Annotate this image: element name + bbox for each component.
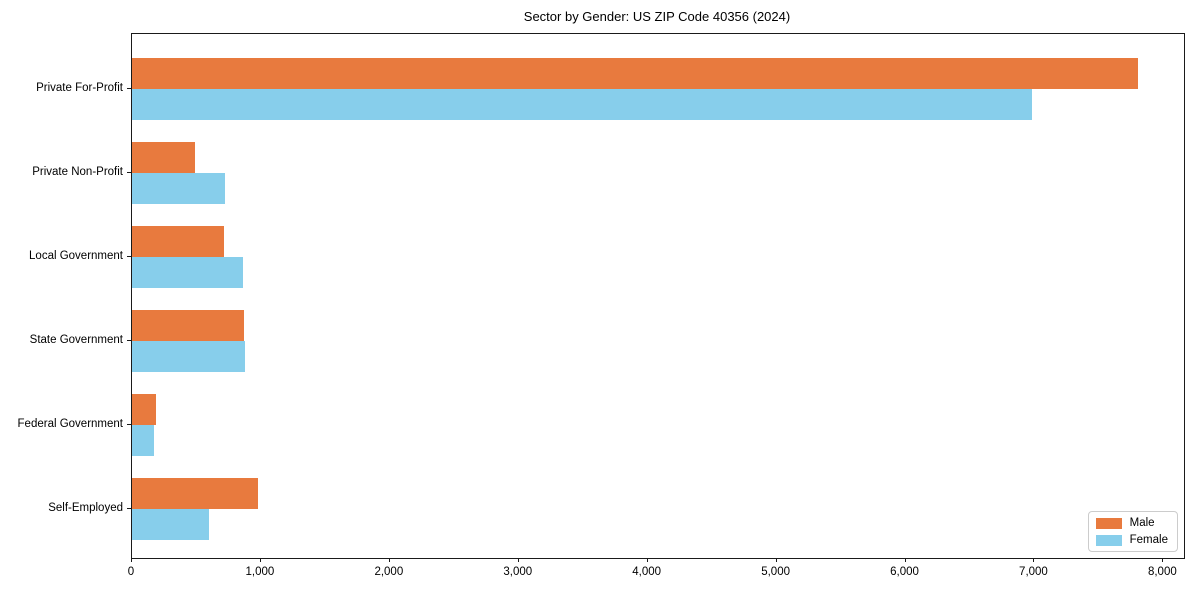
x-tick-3000 bbox=[517, 558, 519, 562]
x-tick-8000 bbox=[1162, 558, 1164, 562]
y-tick-label-federal-government: Federal Government bbox=[17, 418, 123, 430]
y-tick-label-private-non-profit: Private Non-Profit bbox=[32, 166, 123, 178]
legend-label-female: Female bbox=[1129, 534, 1168, 546]
bar-male-state-government bbox=[132, 310, 245, 341]
legend-entry-male: Male bbox=[1095, 517, 1168, 529]
y-tick-label-state-government: State Government bbox=[29, 334, 123, 346]
x-tick-label-8000: 8,000 bbox=[1147, 566, 1177, 578]
bar-male-self-employed bbox=[132, 478, 259, 509]
plot-area: Male Female bbox=[131, 33, 1185, 559]
x-tick-label-3000: 3,000 bbox=[503, 566, 533, 578]
female-swatch bbox=[1095, 534, 1122, 546]
x-tick-4000 bbox=[646, 558, 648, 562]
bar-male-local-government bbox=[132, 226, 224, 257]
y-tick-label-local-government: Local Government bbox=[29, 250, 123, 262]
bar-female-private-for-profit bbox=[132, 89, 1032, 120]
x-tick-label-5000: 5,000 bbox=[761, 566, 790, 578]
bar-male-federal-government bbox=[132, 394, 157, 425]
x-tick-label-2000: 2,000 bbox=[374, 566, 404, 578]
x-tick-2000 bbox=[388, 558, 390, 562]
legend: Male Female bbox=[1087, 511, 1178, 552]
bar-female-self-employed bbox=[132, 509, 210, 540]
x-tick-label-7000: 7,000 bbox=[1019, 566, 1048, 578]
y-tick-private-for-profit bbox=[127, 88, 131, 89]
bar-female-local-government bbox=[132, 257, 243, 288]
x-tick-6000 bbox=[904, 558, 906, 562]
x-tick-7000 bbox=[1033, 558, 1035, 562]
bar-female-federal-government bbox=[132, 425, 154, 456]
x-tick-label-6000: 6,000 bbox=[890, 566, 919, 578]
legend-label-male: Male bbox=[1129, 517, 1155, 529]
bar-male-private-non-profit bbox=[132, 142, 196, 173]
x-tick-label-1000: 1,000 bbox=[245, 566, 275, 578]
x-tick-5000 bbox=[775, 558, 777, 562]
y-tick-self-employed bbox=[127, 508, 131, 509]
x-tick-1000 bbox=[259, 558, 261, 562]
y-tick-label-private-for-profit: Private For-Profit bbox=[36, 82, 123, 94]
y-tick-federal-government bbox=[127, 424, 131, 425]
bar-female-state-government bbox=[132, 341, 246, 372]
y-tick-private-non-profit bbox=[127, 172, 131, 173]
y-tick-local-government bbox=[127, 256, 131, 257]
y-tick-label-self-employed: Self-Employed bbox=[48, 502, 123, 514]
bar-female-private-non-profit bbox=[132, 173, 225, 204]
bar-male-private-for-profit bbox=[132, 58, 1138, 89]
y-tick-state-government bbox=[127, 340, 131, 341]
x-tick-0 bbox=[131, 558, 132, 562]
x-tick-label-4000: 4,000 bbox=[632, 566, 662, 578]
x-tick-label-0: 0 bbox=[127, 566, 135, 578]
legend-entry-female: Female bbox=[1095, 534, 1168, 546]
male-swatch bbox=[1095, 517, 1122, 529]
chart-title: Sector by Gender: US ZIP Code 40356 (202… bbox=[523, 9, 791, 24]
